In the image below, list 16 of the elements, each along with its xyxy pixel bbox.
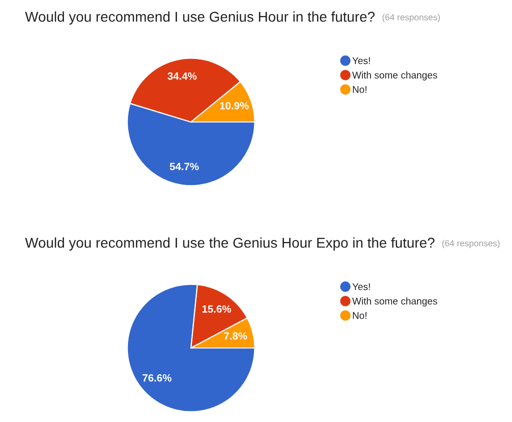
data-label: 54.7%	[170, 162, 199, 170]
data-label: 76.6%	[142, 374, 172, 382]
chart-title: Would you recommend I use the Genius Hour Expo in the future?	[25, 237, 434, 251]
legend-label: No!	[352, 86, 366, 93]
legend-label: With some changes	[352, 297, 438, 306]
chart-subtitle: (64 responses)	[382, 14, 440, 22]
chart-title: Would you recommend I use Genius Hour in the future?	[25, 11, 375, 25]
data-label: 34.4%	[168, 72, 197, 80]
text: (64 responses)	[442, 240, 500, 248]
legend-label: No!	[352, 312, 366, 319]
data-label: 10.9%	[220, 102, 249, 110]
legend-label: Yes!	[352, 57, 370, 64]
data-label: 7.8%	[224, 332, 248, 340]
legend-label: With some changes	[352, 71, 438, 80]
data-label: 15.6%	[202, 305, 232, 313]
legend-label: Yes!	[352, 283, 370, 290]
